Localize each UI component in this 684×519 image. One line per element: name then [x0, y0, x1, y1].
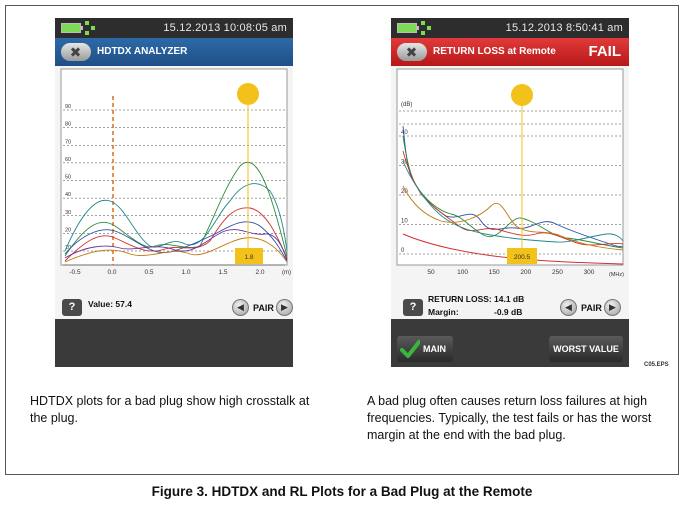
x-tick-label: 1.0 — [181, 269, 190, 276]
bottom-bar — [55, 319, 293, 367]
help-button[interactable]: ? — [62, 299, 82, 316]
return-loss-value: 14.1 dB — [494, 294, 525, 304]
cursor-value: 1.8 — [244, 254, 253, 261]
x-tick-label: 0.5 — [144, 269, 153, 276]
y-tick-label: 10 — [401, 219, 408, 225]
screen-title: RETURN LOSS at Remote — [433, 46, 556, 57]
main-button-label: MAIN — [423, 344, 446, 354]
right-caption: A bad plug often causes return loss fail… — [367, 394, 652, 442]
pair-next-button[interactable]: ▶ — [604, 299, 621, 316]
worst-value-button[interactable]: WORST VALUE — [549, 336, 623, 362]
x-tick-label: 50 — [427, 269, 435, 276]
return-loss-device: 15.12.2013 8:50:41 am RETURN LOSS at Rem… — [391, 18, 629, 367]
plot-screen: (dB) 40 30 20 10 0 50 100 150 200 250 300 (MHz) 2… — [391, 66, 629, 319]
network-icon — [421, 21, 433, 35]
value-readout: Value: 57.4 — [88, 299, 132, 309]
back-button[interactable] — [61, 43, 91, 61]
y-tick-label: 40 — [401, 130, 408, 136]
pair-curve-4 — [402, 160, 624, 243]
help-button[interactable]: ? — [403, 299, 423, 316]
hdtdx-plot: 90 80 70 60 50 40 30 20 10 -0.5 0.0 0.5 1.0 1.5 2.0 (… — [60, 68, 291, 276]
check-icon — [400, 340, 420, 358]
cursor-handle[interactable] — [237, 83, 259, 105]
cursor-value: 200.5 — [514, 254, 531, 261]
plot-screen: 90 80 70 60 50 40 30 20 10 -0.5 0.0 0.5 1.0 1.5 2.0 (… — [55, 66, 293, 319]
y-tick-label: 60 — [65, 157, 71, 163]
pair-curve-3 — [402, 150, 624, 246]
return-loss-label: RETURN LOSS: — [428, 294, 492, 304]
y-tick-label: 0 — [401, 248, 405, 254]
network-icon — [85, 21, 97, 35]
status-bar: 15.12.2013 10:08:05 am — [55, 18, 293, 38]
pair-curve-3 — [64, 207, 288, 262]
pair-curve-4 — [64, 221, 288, 262]
datetime: 15.12.2013 10:08:05 am — [163, 22, 287, 34]
y-tick-label: 20 — [401, 189, 408, 195]
y-tick-label: 70 — [65, 139, 71, 145]
back-button[interactable] — [397, 43, 427, 61]
left-caption: HDTDX plots for a bad plug show high cro… — [30, 394, 310, 425]
bottom-bar: MAIN WORST VALUE — [391, 319, 629, 367]
battery-icon — [397, 23, 419, 33]
x-unit: (MHz) — [609, 272, 624, 278]
y-tick-label: 30 — [401, 160, 408, 166]
x-tick-label: 150 — [489, 269, 500, 276]
screen-title: HDTDX ANALYZER — [97, 46, 188, 57]
x-unit: (m) — [282, 270, 291, 276]
x-tick-label: 0.0 — [107, 269, 116, 276]
x-tick-label: 200 — [520, 269, 531, 276]
cursor-handle[interactable] — [511, 84, 533, 106]
x-tick-label: 250 — [552, 269, 563, 276]
status-bar: 15.12.2013 8:50:41 am — [391, 18, 629, 38]
y-tick-label: 30 — [65, 210, 71, 216]
pair-next-button[interactable]: ▶ — [276, 299, 293, 316]
margin-label: Margin: — [428, 307, 459, 317]
y-tick-label: 20 — [65, 227, 71, 233]
main-button[interactable]: MAIN — [397, 336, 453, 362]
pair-label: PAIR — [581, 303, 602, 313]
y-unit: (dB) — [401, 102, 412, 108]
hdtdx-device: 15.12.2013 10:08:05 am HDTDX ANALYZER 90… — [55, 18, 293, 367]
fail-status: FAIL — [588, 43, 622, 60]
pair-prev-button[interactable]: ◀ — [232, 299, 249, 316]
x-tick-label: 2.0 — [255, 269, 264, 276]
y-tick-label: 40 — [65, 192, 71, 198]
plot-area — [396, 68, 624, 266]
y-tick-label: 50 — [65, 175, 71, 181]
pair-curve-5 — [402, 185, 624, 251]
x-tick-label: 300 — [584, 269, 595, 276]
pair-label: PAIR — [253, 303, 274, 313]
title-bar: RETURN LOSS at Remote FAIL — [391, 38, 629, 66]
battery-icon — [61, 23, 83, 33]
x-tick-label: -0.5 — [69, 269, 81, 276]
title-bar: HDTDX ANALYZER — [55, 38, 293, 66]
pair-curve-1 — [64, 183, 288, 252]
cursor-value-box — [507, 248, 537, 264]
pair-curve-6 — [64, 237, 288, 263]
datetime: 15.12.2013 8:50:41 am — [505, 22, 623, 34]
eps-label: C05.EPS — [644, 362, 669, 368]
x-tick-label: 1.5 — [218, 269, 227, 276]
y-tick-label: 80 — [65, 122, 71, 128]
y-tick-label: 90 — [65, 104, 71, 110]
figure-caption: Figure 3. HDTDX and RL Plots for a Bad P… — [151, 484, 533, 499]
pair-prev-button[interactable]: ◀ — [560, 299, 577, 316]
cursor-value-box — [235, 248, 263, 264]
x-tick-label: 100 — [457, 269, 468, 276]
pair-curve-5 — [64, 229, 288, 261]
y-tick-label: 10 — [65, 245, 71, 251]
margin-value: -0.9 dB — [494, 307, 523, 317]
